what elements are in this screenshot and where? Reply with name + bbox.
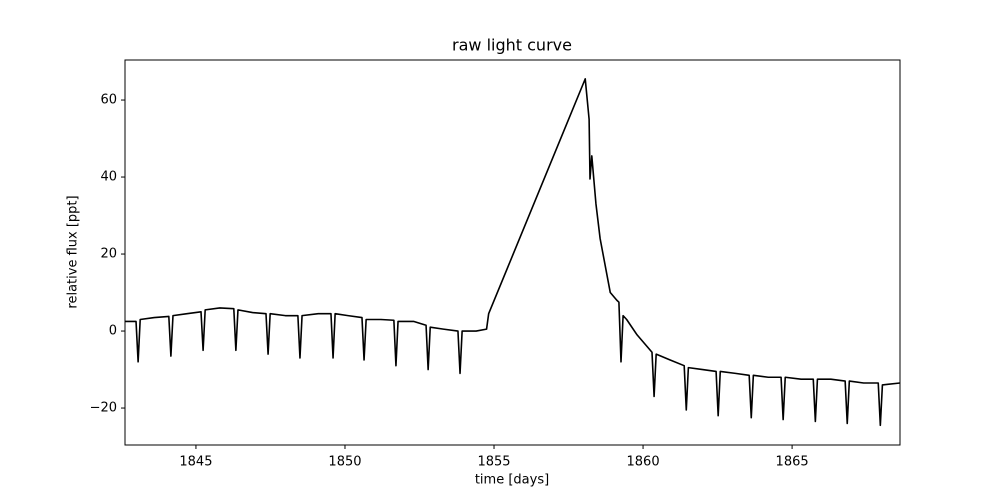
y-tick-label: 60: [100, 93, 117, 108]
y-axis-label: relative flux [ppt]: [66, 195, 81, 308]
y-tick-label: 0: [109, 324, 117, 339]
x-tick-label: 1850: [328, 455, 361, 470]
x-axis-label: time [days]: [475, 473, 549, 488]
chart-title: raw light curve: [452, 36, 572, 55]
x-tick-label: 1855: [477, 455, 510, 470]
plot-frame: [124, 59, 901, 446]
y-tick-label: 20: [100, 247, 117, 262]
y-tick-label: −20: [90, 401, 117, 416]
x-tick-label: 1845: [179, 455, 212, 470]
x-tick-label: 1860: [627, 455, 660, 470]
y-tick-label: 40: [100, 170, 117, 185]
data-line: [125, 78, 901, 427]
x-tick-label: 1865: [776, 455, 809, 470]
